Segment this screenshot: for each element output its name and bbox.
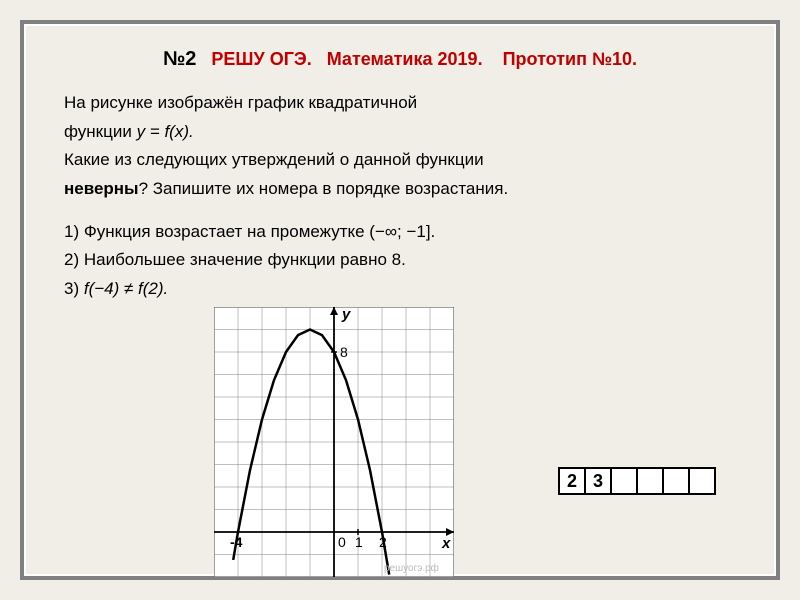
svg-text:x: x [441,535,451,552]
answer-boxes: 2 3 [558,467,716,495]
title-prototype: Прототип №10. [503,49,637,69]
svg-text:1: 1 [355,534,363,550]
text-line: Какие из следующих утверждений о данной … [64,148,736,173]
title-subject: Математика 2019. [327,49,483,69]
option-1: 1) Функция возрастает на промежутке (−∞;… [64,220,736,245]
answer-cell: 2 [558,467,586,495]
chart-area: yx8012-4решуогэ.рф 2 3 [64,307,736,577]
answer-cell [610,467,638,495]
svg-text:-4: -4 [230,534,243,550]
option-2: 2) Наибольшее значение функции равно 8. [64,248,736,273]
svg-text:0: 0 [338,534,346,550]
problem-number: №2 [163,48,196,70]
answer-cell [688,467,716,495]
text-line: неверны? Запишите их номера в порядке во… [64,177,736,202]
title-site: РЕШУ ОГЭ. [211,49,311,69]
option-3: 3) f(−4) ≠ f(2). [64,277,736,302]
text-line: функции y = f(x). [64,120,736,145]
svg-text:y: y [341,307,351,323]
problem-text: На рисунке изображён график квадратичной… [64,91,736,301]
title: №2 РЕШУ ОГЭ. Математика 2019. Прототип №… [64,48,736,71]
svg-text:8: 8 [340,344,348,360]
text-line: На рисунке изображён график квадратичной [64,91,736,116]
svg-text:решуогэ.рф: решуогэ.рф [384,562,439,574]
chart-svg: y x 8 012 -4 решуогэ.рф [214,307,454,577]
slide-frame: №2 РЕШУ ОГЭ. Математика 2019. Прототип №… [20,20,780,580]
svg-text:2: 2 [379,534,387,550]
answer-cell [636,467,664,495]
answer-cell [662,467,690,495]
chart: y x 8 012 -4 решуогэ.рф [214,307,454,577]
answer-cell: 3 [584,467,612,495]
